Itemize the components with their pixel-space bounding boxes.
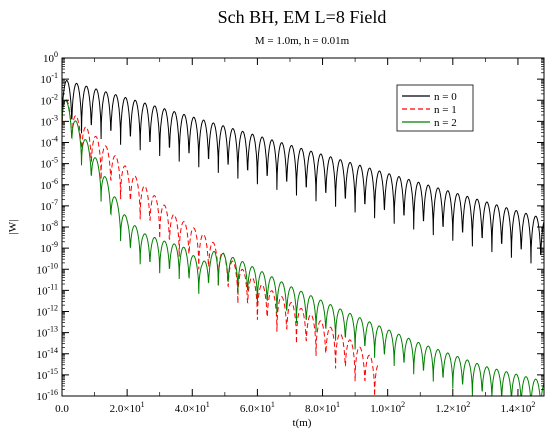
x-tick-label-mantissa: 2.0×10: [110, 403, 141, 415]
y-axis-label: |W|: [7, 220, 19, 235]
x-tick-label-mantissa: 4.0×10: [175, 403, 206, 415]
x-tick-label-exponent: 2: [401, 400, 405, 409]
y-tick-label-base: 10: [36, 328, 48, 340]
y-tick-label-exponent: -16: [47, 388, 58, 397]
y-tick-label: 10-2: [40, 92, 58, 107]
y-tick-label-base: 10: [40, 159, 52, 171]
x-tick-label-mantissa: 1.4×10: [500, 403, 531, 415]
y-tick-label-exponent: -14: [47, 346, 58, 355]
y-tick-label-exponent: -12: [47, 304, 58, 313]
y-tick-label-base: 10: [37, 285, 49, 297]
series-layer: [61, 79, 545, 397]
y-tick-label-base: 10: [40, 138, 52, 150]
y-tick-label-exponent: -5: [51, 156, 58, 165]
y-tick-label-base: 10: [36, 264, 48, 276]
y-tick-label-base: 10: [40, 180, 52, 192]
y-tick-label-base: 10: [36, 349, 48, 361]
y-tick-label-exponent: -1: [51, 71, 58, 80]
y-tick-label: 10-8: [40, 219, 58, 234]
x-tick-label-exponent: 1: [336, 400, 340, 409]
series-line-n1: [61, 98, 379, 397]
y-tick-label-base: 10: [40, 222, 52, 234]
x-axis: 0.0 2.0×101 4.0×101 6.0×101 8.0×101 1.0×102 1.…: [55, 58, 535, 415]
x-tick-label-mantissa: 0.0: [55, 403, 69, 415]
y-tick-label-exponent: -9: [51, 240, 58, 249]
x-tick-label: 2.0×101: [110, 400, 145, 415]
x-tick-label-mantissa: 6.0×10: [240, 403, 271, 415]
y-tick-label: 100: [43, 50, 58, 65]
y-tick-label-base: 10: [36, 391, 48, 403]
legend: n = 0n = 1n = 2: [396, 84, 474, 132]
y-tick-label-exponent: 0: [54, 50, 58, 59]
y-tick-label-exponent: -13: [47, 325, 58, 334]
x-tick-label: 1.2×102: [435, 400, 470, 415]
y-tick-label-exponent: -6: [51, 177, 58, 186]
y-tick-label-base: 10: [40, 95, 52, 107]
x-tick-label: 6.0×101: [240, 400, 275, 415]
y-tick-label: 10-12: [36, 304, 58, 319]
y-tick-label: 10-14: [36, 346, 58, 361]
y-tick-label-exponent: -4: [51, 135, 58, 144]
y-tick-label-base: 10: [40, 74, 52, 86]
y-tick-label: 10-10: [36, 261, 58, 276]
x-tick-label-exponent: 1: [271, 400, 275, 409]
series-line-n0: [61, 79, 545, 264]
y-tick-label: 10-11: [37, 282, 58, 297]
x-tick-label-exponent: 2: [466, 400, 470, 409]
y-tick-label: 10-9: [40, 240, 58, 255]
series-line-n2: [61, 100, 545, 397]
y-tick-label-exponent: -2: [51, 92, 58, 101]
y-tick-label-base: 10: [36, 370, 48, 382]
y-tick-label-exponent: -11: [48, 282, 58, 291]
x-tick-label-mantissa: 8.0×10: [305, 403, 336, 415]
y-axis: 10010-110-210-310-410-510-610-710-810-91…: [36, 50, 544, 403]
x-tick-label-exponent: 2: [531, 400, 535, 409]
x-tick-label-exponent: 1: [206, 400, 210, 409]
y-tick-label: 10-15: [36, 367, 58, 382]
legend-label-n1: n = 1: [434, 104, 457, 116]
y-tick-label-exponent: -8: [51, 219, 58, 228]
x-tick-label: 1.4×102: [500, 400, 535, 415]
chart-title: Sch BH, EM L=8 Field: [218, 7, 387, 27]
x-tick-label: 0.0: [55, 403, 69, 415]
x-tick-label-exponent: 1: [141, 400, 145, 409]
y-tick-label-base: 10: [40, 243, 52, 255]
y-tick-label: 10-5: [40, 156, 58, 171]
y-tick-label: 10-4: [40, 135, 58, 150]
y-tick-label: 10-6: [40, 177, 58, 192]
x-axis-label: t(m): [293, 417, 312, 429]
y-tick-label: 10-7: [40, 198, 58, 213]
x-tick-label: 8.0×101: [305, 400, 340, 415]
y-tick-label-exponent: -7: [51, 198, 58, 207]
x-tick-label: 1.0×102: [370, 400, 405, 415]
y-tick-label: 10-13: [36, 325, 58, 340]
y-tick-label-exponent: -15: [47, 367, 58, 376]
x-tick-label-mantissa: 1.2×10: [435, 403, 466, 415]
chart-subtitle: M = 1.0m, h = 0.01m: [255, 35, 350, 47]
legend-box: [396, 84, 474, 132]
x-tick-label: 4.0×101: [175, 400, 210, 415]
x-tick-label-mantissa: 1.0×10: [370, 403, 401, 415]
y-tick-label-base: 10: [40, 116, 52, 128]
y-tick-label-exponent: -10: [47, 261, 58, 270]
y-tick-label-exponent: -3: [51, 113, 58, 122]
legend-label-n0: n = 0: [434, 91, 457, 103]
y-tick-label: 10-16: [36, 388, 58, 403]
legend-label-n2: n = 2: [434, 117, 457, 129]
y-tick-label: 10-3: [40, 113, 58, 128]
y-tick-label-base: 10: [43, 53, 55, 65]
y-tick-label-base: 10: [40, 201, 52, 213]
y-tick-label-base: 10: [36, 307, 48, 319]
y-tick-label: 10-1: [40, 71, 58, 86]
